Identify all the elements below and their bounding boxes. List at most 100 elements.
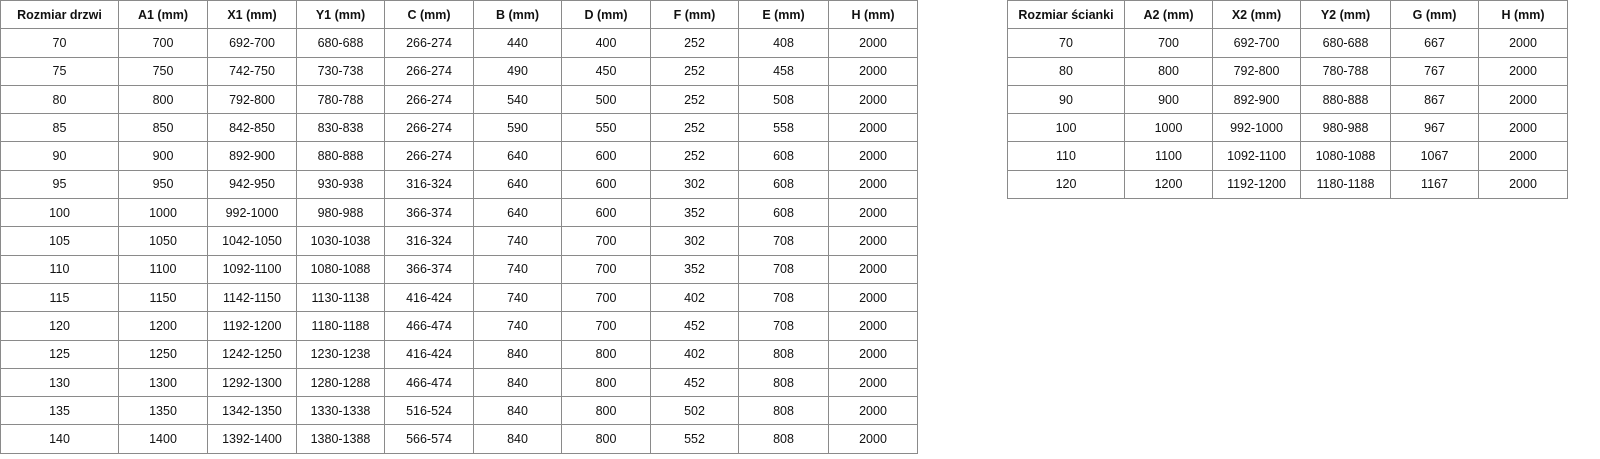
table-cell: 640 [473,198,562,228]
table-cell: 95 [0,169,119,200]
table-cell: 742-750 [207,56,297,86]
table-cell: 2000 [828,254,918,284]
column-header: D (mm) [561,0,651,30]
table-row: 90 900 892-900 880-888 266-274 640 600 252 608 20… [0,141,918,171]
table-cell: 502 [650,396,739,426]
table-cell: 105 [0,226,119,256]
table-cell: 800 [561,424,651,454]
table-cell: 992-1000 [1212,113,1301,143]
table-cell: 115 [0,282,119,313]
table-cell: 1200 [1124,169,1213,200]
table-cell: 740 [473,311,562,341]
table-cell: 352 [650,254,739,284]
table-cell: 900 [1124,84,1213,115]
table-cell: 692-700 [207,28,297,58]
table-cell: 1400 [118,424,208,454]
table-cell: 608 [738,141,829,171]
table-cell: 1280-1288 [296,367,385,398]
table-cell: 466-474 [384,311,474,341]
column-header: Y1 (mm) [296,0,385,30]
table-cell: 800 [118,84,208,115]
table-cell: 70 [1007,28,1125,58]
table-cell: 608 [738,198,829,228]
table-row: 100 1000 992-1000 980-988 366-374 640 600 352 60… [0,198,918,228]
table-cell: 608 [738,169,829,200]
table-cell: 1150 [118,282,208,313]
table-cell: 2000 [828,367,918,398]
table-cell: 1350 [118,396,208,426]
table-cell: 1000 [1124,113,1213,143]
table-cell: 1080-1088 [1300,141,1391,171]
table-cell: 130 [0,367,119,398]
table-cell: 2000 [1478,28,1568,58]
table-cell: 1092-1100 [1212,141,1301,171]
wall-size-table: Rozmiar ścianki A2 (mm) X2 (mm) Y2 (mm) G (m… [1007,0,1568,200]
table-cell: 700 [561,226,651,256]
table-cell: 730-738 [296,56,385,86]
table-cell: 440 [473,28,562,58]
table-row: 100 1000 992-1000 980-988 967 2000 [1007,113,1568,143]
table-row: 75 750 742-750 730-738 266-274 490 450 252 458 20… [0,56,918,86]
table-row: 70 700 692-700 680-688 667 2000 [1007,28,1568,58]
table-cell: 366-374 [384,254,474,284]
table-cell: 140 [0,424,119,454]
table-cell: 1100 [118,254,208,284]
table-cell: 800 [1124,56,1213,86]
table-cell: 892-900 [1212,84,1301,115]
table-cell: 740 [473,226,562,256]
header-row: Rozmiar drzwi A1 (mm) X1 (mm) Y1 (mm) C (mm)… [0,0,918,30]
table-cell: 1200 [118,311,208,341]
table-cell: 302 [650,169,739,200]
table-cell: 2000 [828,169,918,200]
table-cell: 1342-1350 [207,396,297,426]
table-cell: 600 [561,141,651,171]
column-header: H (mm) [828,0,918,30]
table-cell: 402 [650,282,739,313]
table-row: 95 950 942-950 930-938 316-324 640 600 302 608 20… [0,169,918,200]
table-cell: 792-800 [207,84,297,115]
table-cell: 1092-1100 [207,254,297,284]
table-cell: 100 [1007,113,1125,143]
table-cell: 120 [1007,169,1125,200]
table-cell: 800 [561,396,651,426]
table-cell: 840 [473,367,562,398]
table-row: 120 1200 1192-1200 1180-1188 1167 2000 [1007,169,1568,200]
table-cell: 302 [650,226,739,256]
door-size-table: Rozmiar drzwi A1 (mm) X1 (mm) Y1 (mm) C (mm)… [0,0,918,454]
table-row: 90 900 892-900 880-888 867 2000 [1007,84,1568,115]
column-header: X2 (mm) [1212,0,1301,30]
table-cell: 950 [118,169,208,200]
table-cell: 100 [0,198,119,228]
table-cell: 1000 [118,198,208,228]
table-cell: 750 [118,56,208,86]
table-cell: 2000 [828,84,918,115]
table-cell: 450 [561,56,651,86]
table-cell: 840 [473,396,562,426]
table-cell: 1192-1200 [207,311,297,341]
table-cell: 252 [650,141,739,171]
table-cell: 2000 [828,56,918,86]
table-cell: 600 [561,198,651,228]
table-cell: 708 [738,254,829,284]
table-cell: 1167 [1390,169,1479,200]
column-header: Rozmiar drzwi [0,0,119,30]
table-cell: 808 [738,339,829,369]
table-cell: 1180-1188 [1300,169,1391,200]
table-cell: 880-888 [296,141,385,171]
table-cell: 125 [0,339,119,369]
table-cell: 808 [738,367,829,398]
table-cell: 708 [738,282,829,313]
table-cell: 792-800 [1212,56,1301,86]
table-row: 110 1100 1092-1100 1080-1088 1067 2000 [1007,141,1568,171]
table-row: 125 1250 1242-1250 1230-1238 416-424 840 800 40… [0,339,918,369]
table-row: 140 1400 1392-1400 1380-1388 566-574 840 800 55… [0,424,918,454]
table-cell: 1050 [118,226,208,256]
table-cell: 490 [473,56,562,86]
table-cell: 1300 [118,367,208,398]
table-cell: 700 [1124,28,1213,58]
table-cell: 842-850 [207,113,297,143]
table-cell: 110 [1007,141,1125,171]
table-row: 135 1350 1342-1350 1330-1338 516-524 840 800 50… [0,396,918,426]
table-cell: 980-988 [1300,113,1391,143]
table-cell: 2000 [1478,113,1568,143]
